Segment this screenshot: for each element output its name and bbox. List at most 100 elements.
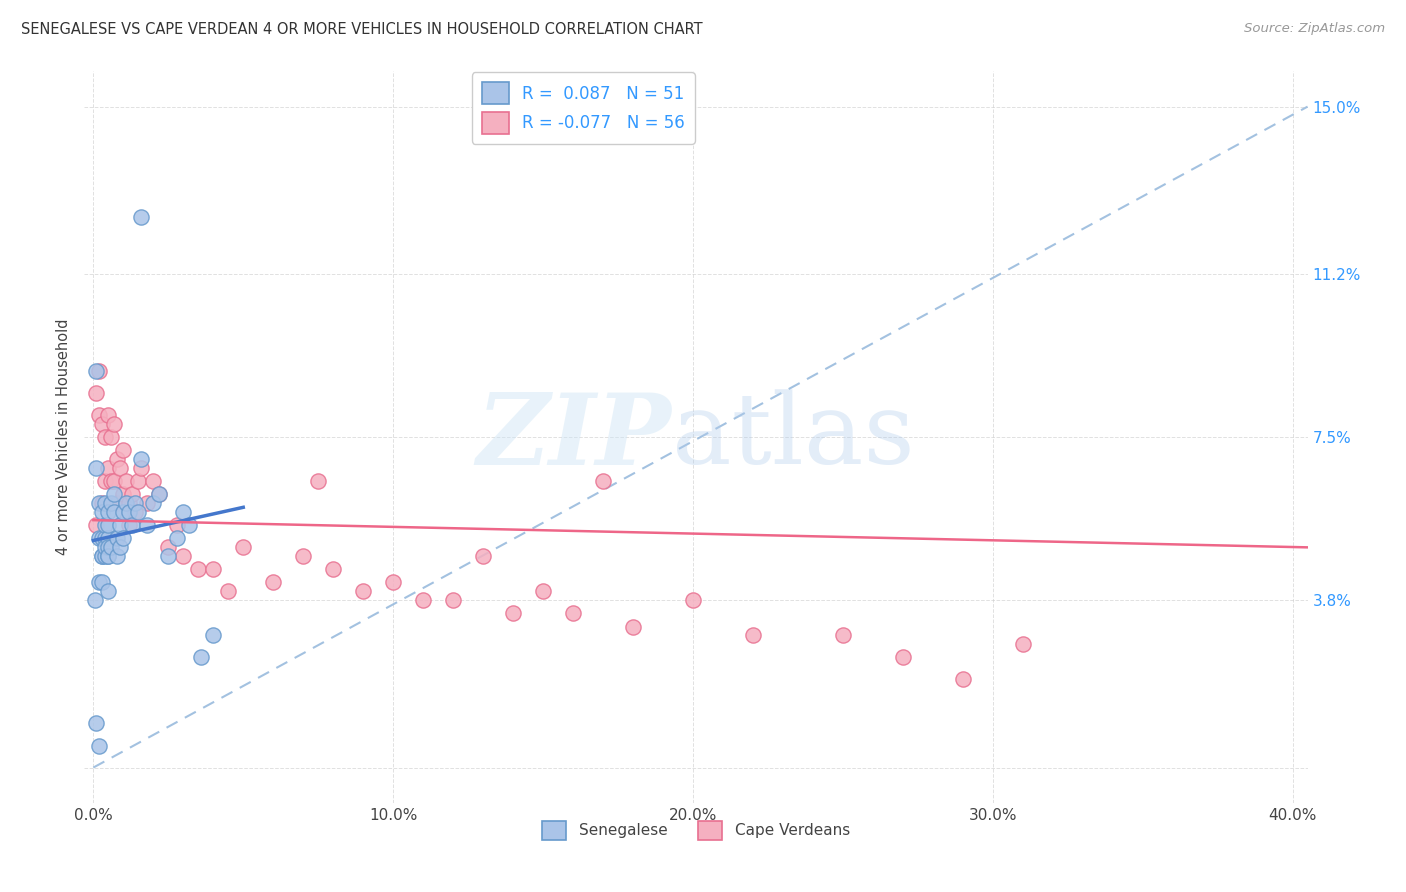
Point	[472, 549, 495, 563]
Point	[97, 584, 120, 599]
Point	[91, 417, 114, 431]
Point	[89, 496, 111, 510]
Point	[105, 532, 128, 546]
Point	[202, 562, 225, 576]
Point	[127, 505, 149, 519]
Point	[621, 619, 644, 633]
Point	[105, 452, 128, 467]
Point	[94, 540, 117, 554]
Point	[91, 549, 114, 563]
Point	[131, 210, 153, 224]
Point	[118, 496, 141, 510]
Point	[136, 518, 159, 533]
Point	[86, 716, 108, 731]
Point	[124, 505, 146, 519]
Point	[217, 584, 239, 599]
Point	[412, 593, 434, 607]
Point	[94, 474, 117, 488]
Point	[382, 575, 405, 590]
Point	[100, 496, 122, 510]
Point	[157, 540, 180, 554]
Point	[110, 518, 132, 533]
Point	[121, 518, 143, 533]
Point	[190, 650, 212, 665]
Point	[91, 505, 114, 519]
Point	[148, 487, 170, 501]
Point	[97, 505, 120, 519]
Text: Source: ZipAtlas.com: Source: ZipAtlas.com	[1244, 22, 1385, 36]
Point	[131, 452, 153, 467]
Point	[103, 505, 125, 519]
Point	[89, 364, 111, 378]
Point	[97, 461, 120, 475]
Point	[562, 607, 585, 621]
Point	[952, 673, 974, 687]
Point	[91, 496, 114, 510]
Point	[91, 575, 114, 590]
Point	[307, 474, 329, 488]
Point	[118, 505, 141, 519]
Point	[100, 430, 122, 444]
Point	[502, 607, 524, 621]
Point	[100, 474, 122, 488]
Point	[86, 518, 108, 533]
Point	[157, 549, 180, 563]
Point	[127, 474, 149, 488]
Point	[94, 549, 117, 563]
Point	[110, 461, 132, 475]
Point	[322, 562, 344, 576]
Text: atlas: atlas	[672, 389, 914, 485]
Point	[531, 584, 554, 599]
Point	[891, 650, 914, 665]
Point	[682, 593, 704, 607]
Y-axis label: 4 or more Vehicles in Household: 4 or more Vehicles in Household	[56, 318, 72, 556]
Point	[86, 386, 108, 401]
Point	[262, 575, 284, 590]
Point	[94, 430, 117, 444]
Point	[148, 487, 170, 501]
Point	[94, 496, 117, 510]
Point	[115, 474, 138, 488]
Point	[232, 540, 254, 554]
Point	[352, 584, 374, 599]
Point	[172, 549, 194, 563]
Point	[97, 549, 120, 563]
Point	[100, 540, 122, 554]
Point	[105, 549, 128, 563]
Point	[94, 518, 117, 533]
Text: SENEGALESE VS CAPE VERDEAN 4 OR MORE VEHICLES IN HOUSEHOLD CORRELATION CHART: SENEGALESE VS CAPE VERDEAN 4 OR MORE VEH…	[21, 22, 703, 37]
Point	[97, 518, 120, 533]
Point	[89, 739, 111, 753]
Point	[115, 496, 138, 510]
Point	[118, 518, 141, 533]
Point	[105, 496, 128, 510]
Point	[97, 549, 120, 563]
Point	[742, 628, 765, 642]
Point	[110, 540, 132, 554]
Point	[94, 532, 117, 546]
Point	[112, 443, 135, 458]
Point	[83, 593, 105, 607]
Point	[142, 474, 165, 488]
Point	[166, 532, 188, 546]
Point	[89, 408, 111, 422]
Point	[124, 496, 146, 510]
Point	[136, 496, 159, 510]
Point	[91, 549, 114, 563]
Point	[131, 461, 153, 475]
Point	[592, 474, 614, 488]
Point	[166, 518, 188, 533]
Point	[172, 505, 194, 519]
Point	[103, 417, 125, 431]
Point	[97, 540, 120, 554]
Point	[86, 461, 108, 475]
Point	[1011, 637, 1033, 651]
Point	[292, 549, 315, 563]
Point	[112, 532, 135, 546]
Point	[441, 593, 464, 607]
Point	[121, 487, 143, 501]
Point	[142, 496, 165, 510]
Point	[112, 505, 135, 519]
Point	[179, 518, 201, 533]
Legend: Senegalese, Cape Verdeans: Senegalese, Cape Verdeans	[536, 814, 856, 847]
